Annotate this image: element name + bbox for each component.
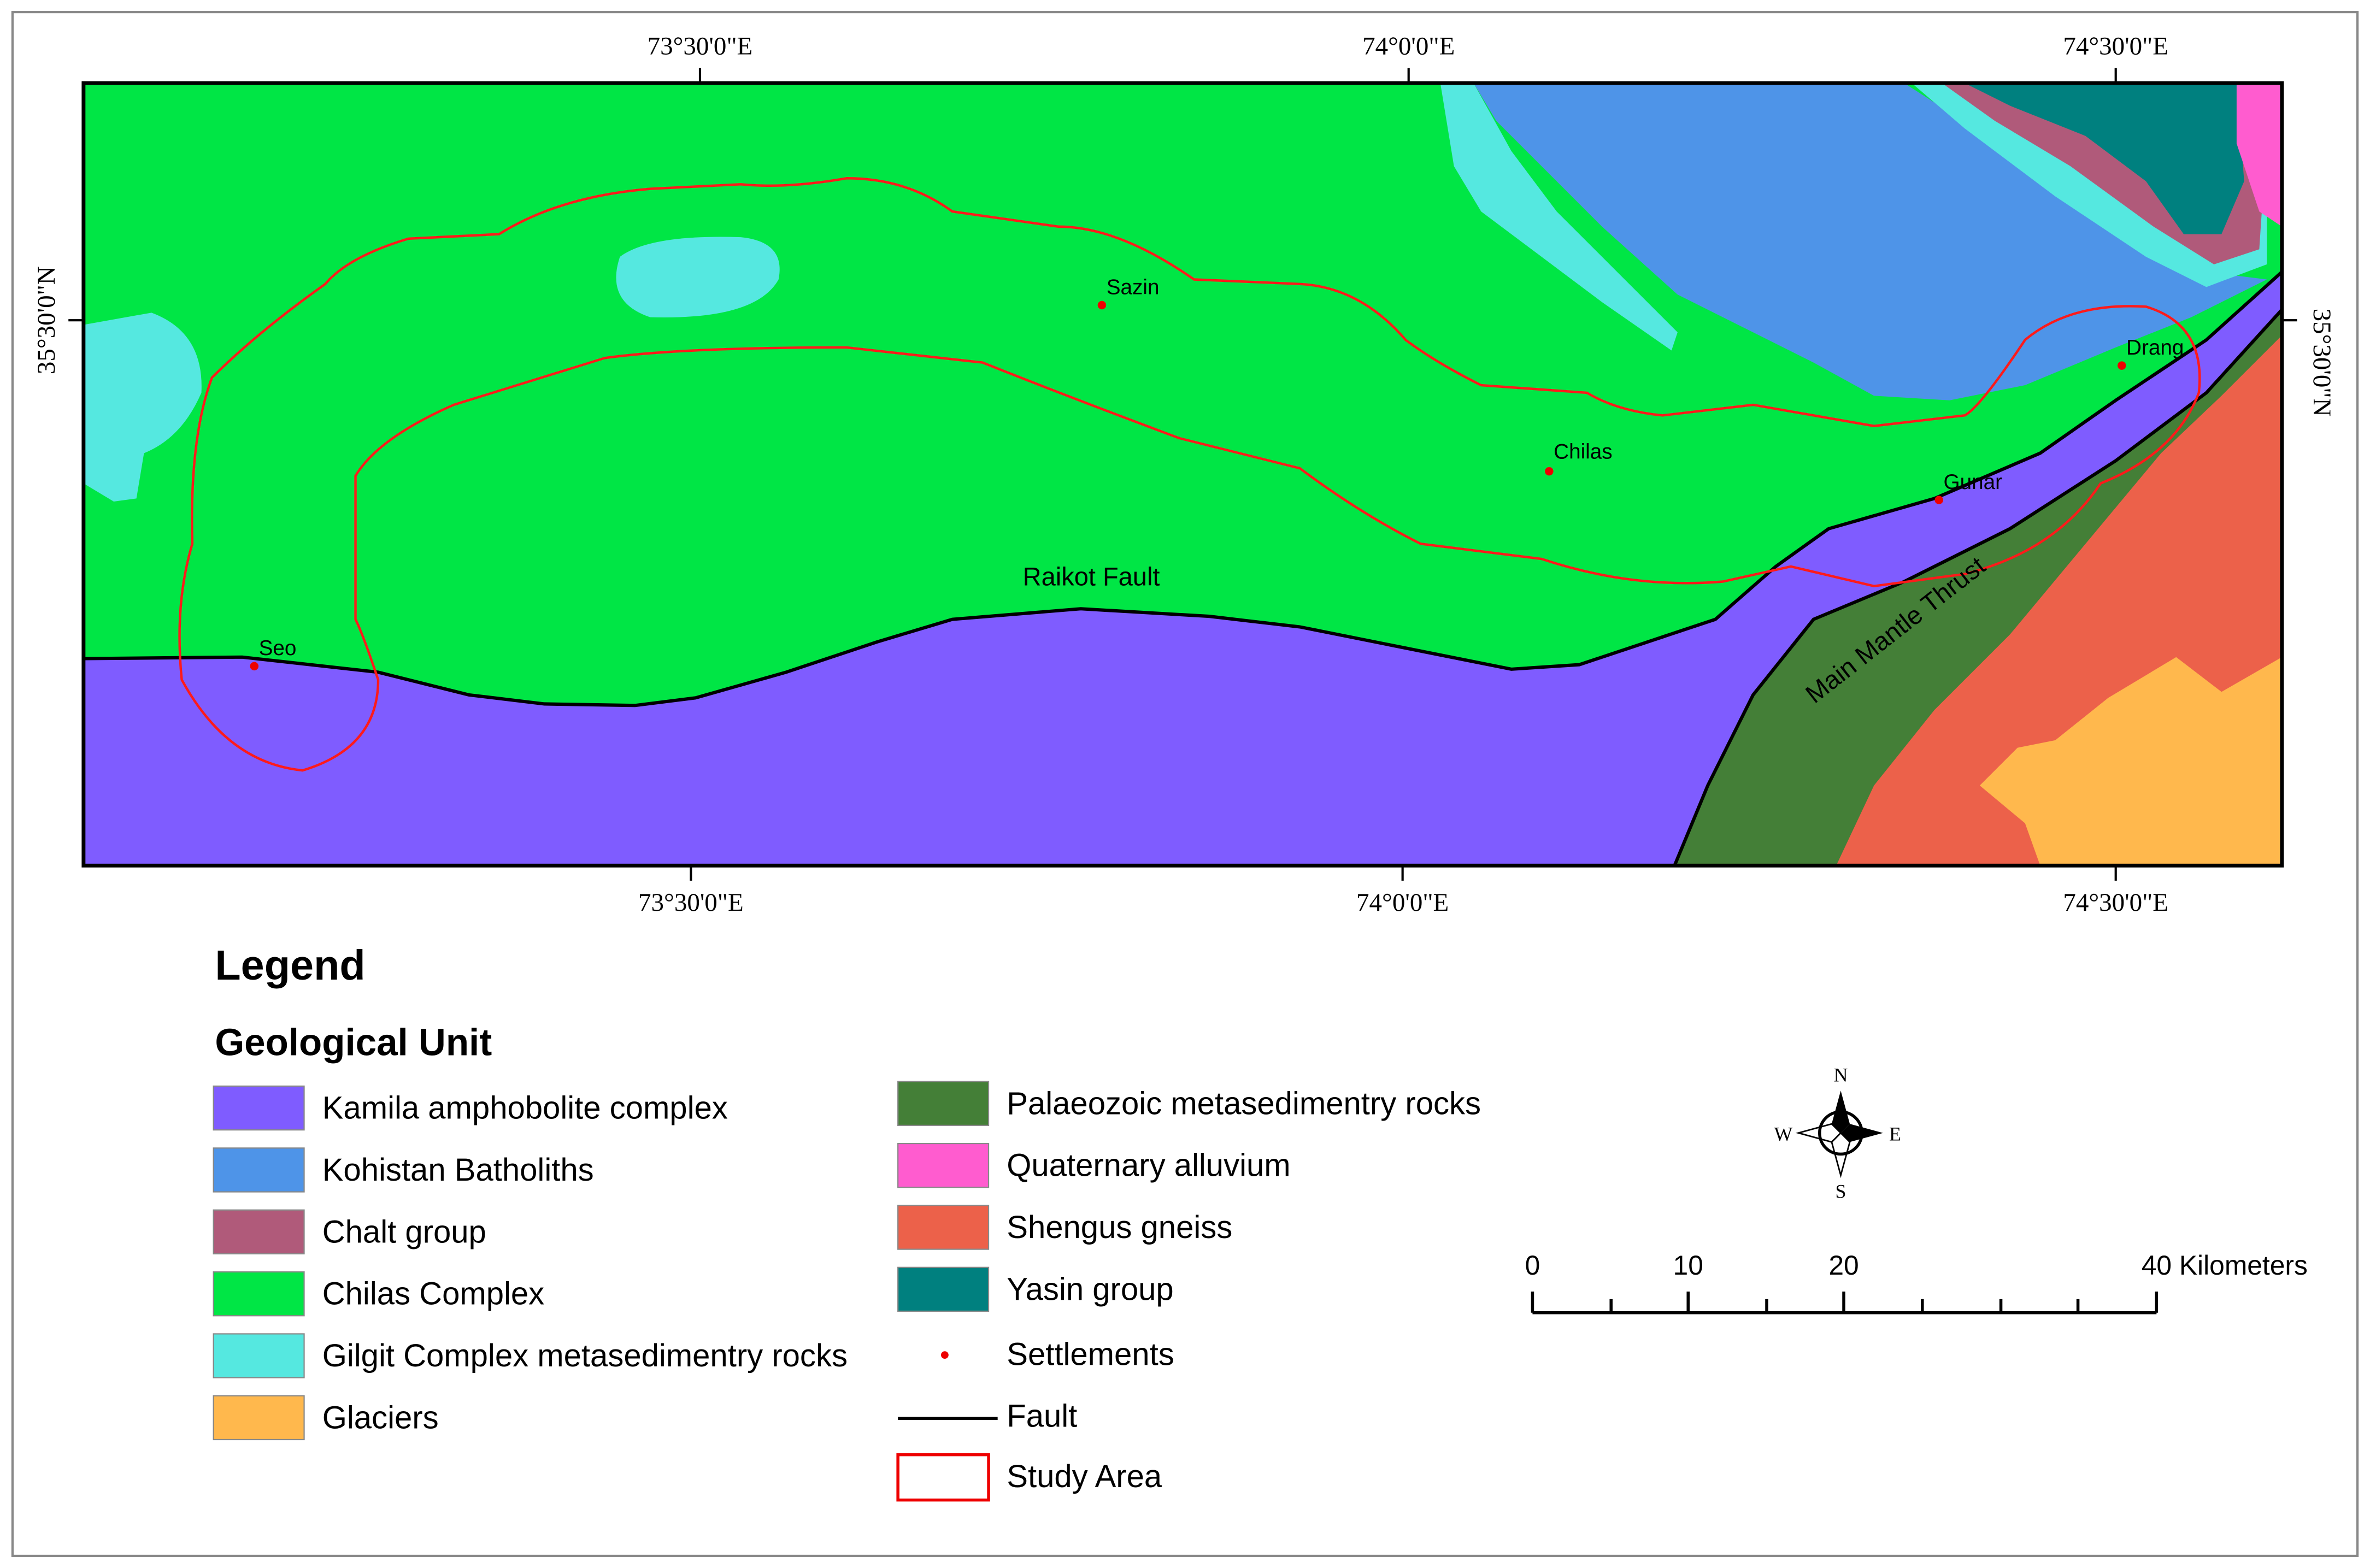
settlement-symbol bbox=[940, 1351, 949, 1359]
alluvium-region bbox=[2236, 83, 2282, 227]
coord-label: 74°30'0"E bbox=[2063, 32, 2168, 60]
coord-label: 73°30'0"E bbox=[648, 32, 753, 60]
legend-swatch bbox=[213, 1271, 305, 1317]
legend-label: Shengus gneiss bbox=[1007, 1210, 1232, 1245]
legend-swatch bbox=[213, 1333, 305, 1378]
compass-letter: W bbox=[1774, 1123, 1792, 1145]
legend-title: Legend bbox=[215, 942, 365, 989]
gilgit-lake bbox=[616, 237, 780, 318]
compass-letter: N bbox=[1834, 1064, 1848, 1086]
legend-swatch bbox=[213, 1395, 305, 1441]
study-area-outline bbox=[178, 177, 2201, 772]
graticule-ticks bbox=[68, 68, 2297, 881]
legend-label: Glaciers bbox=[322, 1400, 439, 1435]
legend-swatch bbox=[897, 1205, 990, 1250]
compass-letter: E bbox=[1889, 1123, 1901, 1145]
legend: Legend Geological Unit Settlements Fault… bbox=[213, 942, 1481, 1502]
settlement-label: Seo bbox=[259, 636, 297, 660]
settlement-label: Chilas bbox=[1554, 440, 1613, 464]
legend-swatch bbox=[213, 1147, 305, 1193]
study-area-symbol bbox=[896, 1453, 990, 1502]
kohistan-region bbox=[1473, 83, 2267, 400]
compass-letter: S bbox=[1835, 1181, 1846, 1202]
coord-label: 35°30'0"N bbox=[32, 266, 61, 374]
coord-label: 74°0'0"E bbox=[1362, 32, 1455, 60]
settlement-label: Gunar bbox=[1943, 470, 2002, 494]
scale-label: 0 bbox=[1525, 1250, 1540, 1281]
legend-swatch bbox=[897, 1142, 990, 1188]
legend-label: Kohistan Batholiths bbox=[322, 1152, 594, 1188]
legend-swatch bbox=[213, 1209, 305, 1254]
legend-label: Fault bbox=[1007, 1399, 1077, 1434]
legend-label: Quaternary alluvium bbox=[1007, 1148, 1290, 1183]
glacier-region bbox=[1979, 657, 2282, 866]
legend-swatch bbox=[897, 1081, 990, 1126]
legend-label: Palaeozoic metasedimentry rocks bbox=[1007, 1086, 1481, 1121]
kamila-region bbox=[83, 272, 2282, 866]
settlement-label: Sazin bbox=[1107, 275, 1160, 299]
legend-label: Chalt group bbox=[322, 1214, 486, 1249]
map-frame bbox=[81, 81, 2284, 868]
legend-label: Gilgit Complex metasedimentry rocks bbox=[322, 1338, 848, 1374]
coord-label: 73°30'0"E bbox=[638, 888, 744, 917]
coord-label: 35°30'0"N bbox=[2308, 309, 2336, 417]
legend-subtitle: Geological Unit bbox=[215, 1021, 492, 1064]
scale-label: 10 bbox=[1673, 1250, 1703, 1281]
legend-label: Yasin group bbox=[1007, 1271, 1173, 1307]
legend-label: Settlements bbox=[1007, 1336, 1174, 1372]
legend-swatch bbox=[213, 1085, 305, 1131]
legend-label: Kamila amphobolite complex bbox=[322, 1090, 728, 1126]
settlement-label: Drang bbox=[2126, 336, 2184, 359]
gilgit-west bbox=[83, 313, 202, 502]
compass: N E S W bbox=[1774, 1064, 1901, 1202]
yasin-region bbox=[1965, 83, 2244, 234]
settlement-dots bbox=[250, 300, 2126, 671]
coord-label: 74°30'0"E bbox=[2063, 888, 2168, 917]
scale-bar bbox=[1531, 1292, 2159, 1314]
coord-label: 74°0'0"E bbox=[1356, 888, 1449, 917]
raikot-fault-line bbox=[83, 270, 2283, 708]
scale-label: 40 Kilometers bbox=[2142, 1250, 2308, 1281]
fault-label: Raikot Fault bbox=[1023, 562, 1160, 591]
legend-label: Chilas Complex bbox=[322, 1276, 544, 1312]
legend-label: Study Area bbox=[1007, 1459, 1162, 1494]
scale-label: 20 bbox=[1828, 1250, 1859, 1281]
legend-swatch bbox=[897, 1266, 990, 1312]
map-body: 73°30'0"E 74°0'0"E 74°30'0"E 73°30'0"E 7… bbox=[32, 32, 2336, 917]
gilgit-strip bbox=[1440, 83, 1678, 351]
